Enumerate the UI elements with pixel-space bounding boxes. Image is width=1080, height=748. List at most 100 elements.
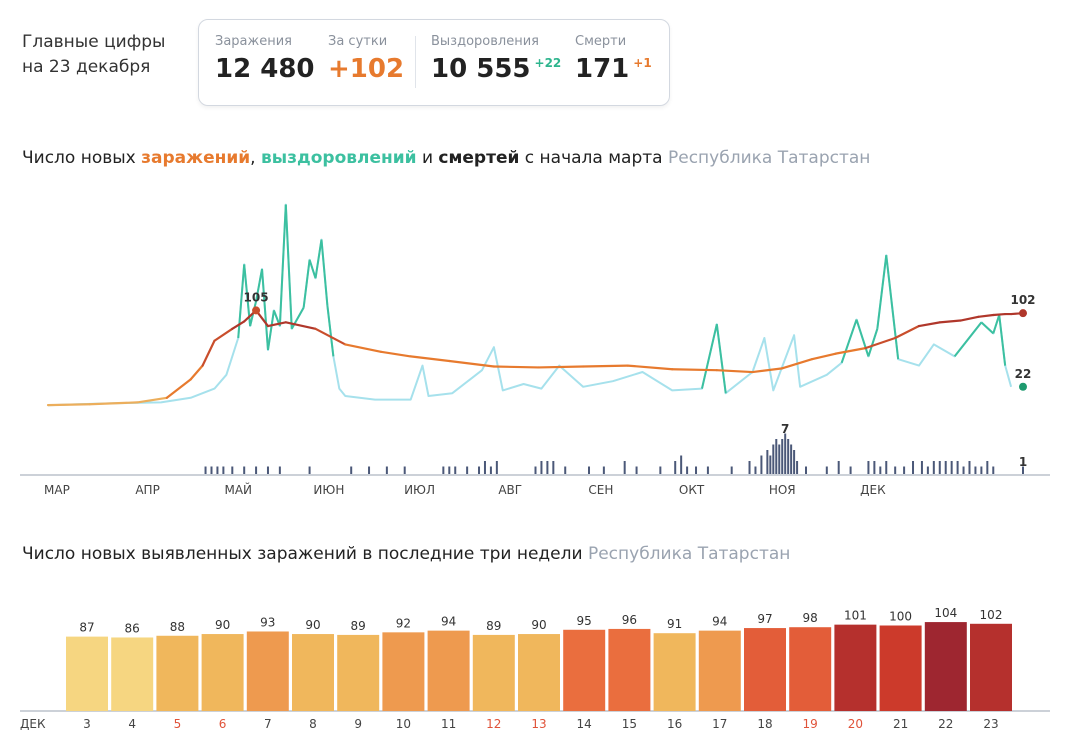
infections-segment (864, 336, 897, 350)
bar (744, 628, 786, 711)
death-bar (350, 466, 353, 474)
recoveries-peak-segment (290, 307, 305, 330)
stat-deaths-delta: +1 (633, 56, 652, 70)
infections-segment (88, 401, 139, 406)
bar (518, 634, 560, 711)
infections-segment (213, 327, 234, 342)
infections-segment (379, 350, 412, 358)
death-bar (308, 466, 311, 474)
death-bar (564, 466, 567, 474)
bar-value-label: 90 (305, 618, 320, 632)
death-bar (903, 466, 906, 474)
stat-recoveries-value-row: 10 555 +22 (431, 54, 561, 84)
infections-segment (917, 321, 941, 328)
infections-segment (959, 315, 980, 322)
label-end-22: 22 (1015, 367, 1032, 381)
bar (653, 633, 696, 711)
death-bar (495, 461, 498, 474)
recoveries-peak-segment (278, 204, 287, 327)
death-bar (837, 461, 840, 474)
bar (246, 631, 289, 711)
death-bar (588, 466, 591, 474)
death-bar (962, 466, 965, 474)
bar-day-label: 18 (757, 717, 772, 731)
chart1-title-infections: заражений (141, 148, 251, 168)
death-bar (255, 466, 258, 474)
death-bar (454, 466, 457, 474)
bar-day-label: 11 (441, 717, 456, 731)
death-bar (695, 466, 698, 474)
death-bar (879, 466, 882, 474)
death-bar (748, 461, 751, 474)
bar (66, 636, 108, 711)
death-bar (793, 450, 796, 474)
bar-month-label: ДЕК (20, 717, 46, 731)
infections-segment (314, 327, 347, 346)
month-label: ИЮН (313, 483, 344, 497)
infections-segment (938, 319, 962, 324)
death-bar (885, 461, 888, 474)
death-bar (216, 466, 219, 474)
death-bar (1022, 466, 1024, 474)
death-bar (986, 461, 989, 474)
bar-day-label: 10 (396, 717, 411, 731)
death-bar (602, 466, 605, 474)
chart1-title: Число новых заражений, выздоровлений и с… (22, 148, 870, 168)
death-bar (849, 466, 852, 474)
bar-value-label: 91 (667, 617, 682, 631)
death-bar (769, 455, 772, 474)
death-bar (204, 466, 207, 474)
death-bar (478, 466, 481, 474)
infections-segment (189, 364, 204, 381)
recoveries-peak-segment (326, 305, 335, 357)
bar (563, 629, 606, 711)
headline-date: на 23 декабря (22, 57, 151, 77)
death-bar (635, 466, 638, 474)
bar-day-label: 15 (622, 717, 637, 731)
death-bar (873, 461, 876, 474)
month-label: МАЙ (224, 482, 252, 497)
month-label: НОЯ (769, 483, 796, 497)
infections-segment (751, 367, 784, 374)
infections-segment (165, 378, 192, 399)
stats-separator (415, 36, 416, 88)
recoveries-peak-segment (855, 319, 870, 357)
stat-recoveries-delta: +22 (534, 56, 562, 70)
recoveries-peak-segment (998, 314, 1007, 366)
infections-segment (201, 339, 216, 367)
death-bar (894, 466, 897, 474)
recoveries-peak-segment (320, 239, 329, 306)
bar-day-label: 14 (577, 717, 592, 731)
infections-segment (715, 369, 754, 374)
death-bar (686, 466, 689, 474)
bar-value-label: 94 (441, 615, 456, 629)
label-deaths-max: 7 (781, 422, 789, 436)
recoveries-end-dot (1019, 382, 1027, 391)
bar-value-label: 96 (622, 613, 637, 627)
bar-value-label: 93 (260, 615, 275, 629)
death-bar (775, 439, 778, 474)
stat-infections-label: Заражения (215, 34, 292, 49)
death-bar (956, 461, 959, 474)
recoveries-peak-segment (700, 323, 718, 389)
death-bar (534, 466, 537, 474)
death-bar (368, 466, 371, 474)
death-bar (231, 466, 234, 474)
bar-value-label: 95 (577, 614, 592, 628)
death-bar (781, 439, 784, 474)
bar (608, 628, 651, 711)
infections-segment (992, 312, 1007, 317)
recoveries-peak-segment (867, 328, 879, 357)
bar-day-label: 8 (309, 717, 317, 731)
label-peak-105: 105 (244, 290, 269, 304)
bar-value-label: 90 (531, 618, 546, 632)
death-bar (790, 444, 793, 474)
death-bar (950, 461, 953, 474)
bar-day-label: 16 (667, 717, 682, 731)
stats-panel: Заражения 12 480 За сутки +102 Выздоровл… (198, 19, 670, 106)
bar-day-label: 9 (354, 717, 362, 731)
bar-day-label: 7 (264, 717, 272, 731)
chart2-title-text: Число новых выявленных заражений в после… (22, 544, 583, 564)
chart1-title-deaths: смертей (438, 148, 520, 168)
death-bar (552, 461, 555, 474)
